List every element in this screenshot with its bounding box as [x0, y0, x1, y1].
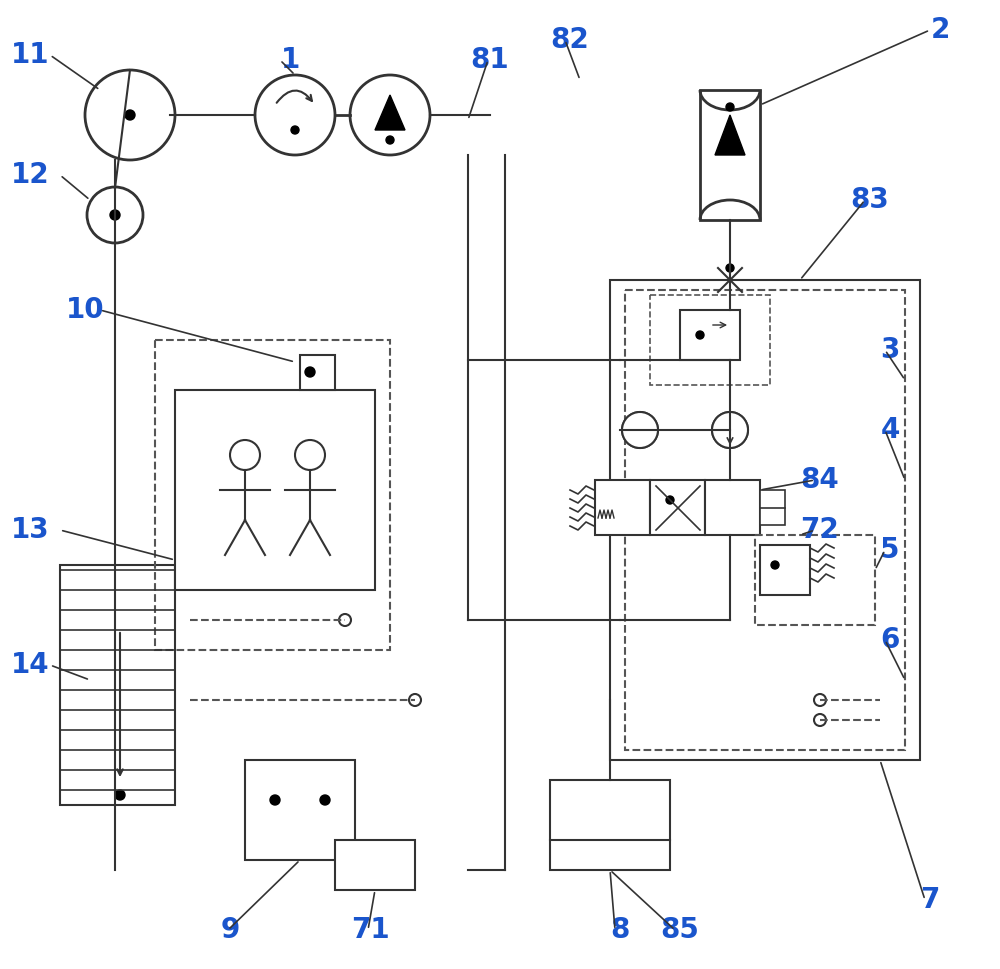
- Bar: [300, 355, 335, 390]
- Circle shape: [115, 790, 125, 800]
- Circle shape: [622, 412, 658, 448]
- Circle shape: [125, 110, 135, 120]
- Circle shape: [350, 75, 430, 155]
- Bar: [760, 545, 810, 595]
- Bar: [705, 480, 760, 535]
- Circle shape: [622, 412, 658, 448]
- Text: 71: 71: [351, 916, 389, 944]
- Bar: [610, 280, 920, 760]
- Bar: [595, 480, 650, 535]
- Text: 13: 13: [11, 516, 49, 544]
- Circle shape: [339, 614, 351, 626]
- Circle shape: [320, 795, 330, 805]
- Bar: [175, 390, 375, 590]
- Circle shape: [87, 187, 143, 243]
- Text: 84: 84: [801, 466, 839, 494]
- Text: 12: 12: [11, 161, 49, 189]
- Bar: [650, 480, 705, 535]
- Text: 7: 7: [920, 886, 940, 914]
- Circle shape: [270, 795, 280, 805]
- Circle shape: [110, 210, 120, 220]
- Circle shape: [339, 614, 351, 626]
- Bar: [625, 290, 905, 750]
- Bar: [155, 340, 390, 650]
- Circle shape: [85, 70, 175, 160]
- Text: 11: 11: [11, 41, 49, 69]
- Circle shape: [230, 440, 260, 470]
- Circle shape: [409, 694, 421, 706]
- Bar: [335, 840, 415, 890]
- Circle shape: [814, 694, 826, 706]
- Bar: [680, 310, 740, 360]
- Text: 10: 10: [66, 296, 104, 324]
- Text: 82: 82: [551, 26, 589, 54]
- Bar: [245, 760, 355, 860]
- Circle shape: [295, 440, 325, 470]
- Circle shape: [255, 75, 335, 155]
- Bar: [650, 295, 770, 385]
- Bar: [550, 780, 670, 870]
- Text: 1: 1: [280, 46, 300, 74]
- Polygon shape: [715, 115, 745, 155]
- Circle shape: [696, 331, 704, 339]
- Circle shape: [712, 412, 748, 448]
- Circle shape: [814, 694, 826, 706]
- Text: 14: 14: [11, 651, 49, 679]
- Text: 8: 8: [610, 916, 630, 944]
- Polygon shape: [375, 95, 405, 130]
- Circle shape: [726, 264, 734, 272]
- Text: 9: 9: [220, 916, 240, 944]
- Circle shape: [666, 496, 674, 504]
- Circle shape: [814, 714, 826, 726]
- Circle shape: [305, 367, 315, 377]
- Circle shape: [726, 103, 734, 111]
- Text: 85: 85: [661, 916, 699, 944]
- Bar: [60, 565, 175, 805]
- Circle shape: [291, 126, 299, 134]
- Text: 81: 81: [471, 46, 509, 74]
- Text: 2: 2: [930, 16, 950, 44]
- Circle shape: [814, 714, 826, 726]
- Text: 72: 72: [801, 516, 839, 544]
- Bar: [700, 90, 760, 220]
- Text: 5: 5: [880, 536, 900, 564]
- Text: 4: 4: [880, 416, 900, 444]
- Text: 83: 83: [851, 186, 889, 214]
- Text: 3: 3: [880, 336, 900, 364]
- Bar: [760, 490, 785, 525]
- Circle shape: [386, 136, 394, 144]
- Bar: [755, 535, 875, 625]
- Circle shape: [771, 561, 779, 569]
- Circle shape: [712, 412, 748, 448]
- Text: 6: 6: [880, 626, 900, 654]
- Circle shape: [409, 694, 421, 706]
